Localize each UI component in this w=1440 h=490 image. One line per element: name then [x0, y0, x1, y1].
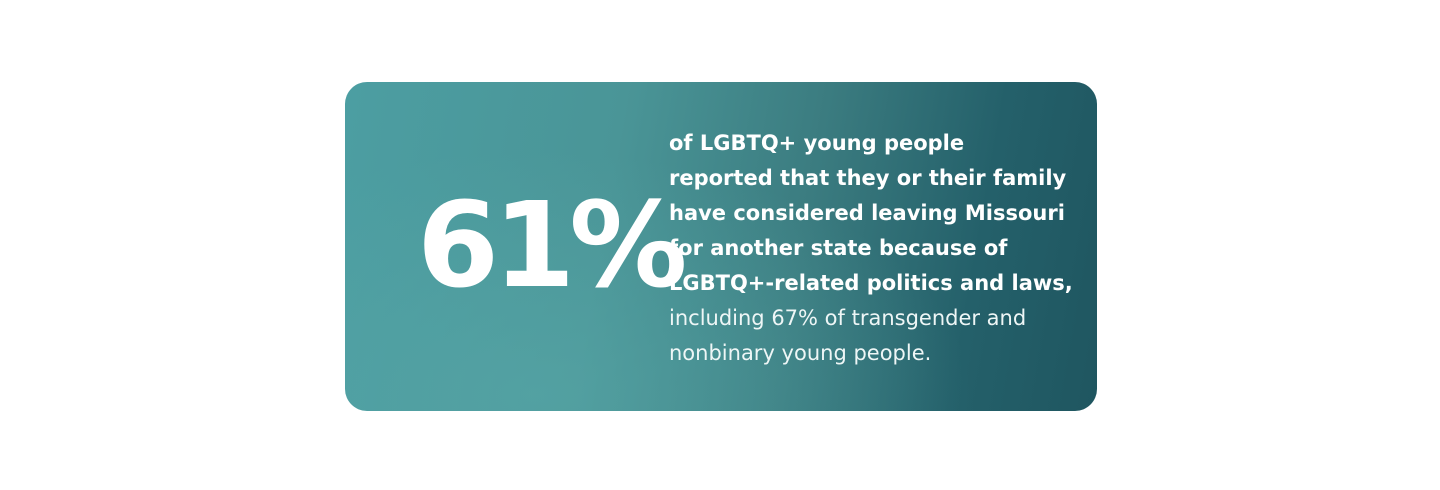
description-line: nonbinary young people. — [669, 341, 932, 365]
stat-description: of LGBTQ+ young people reported that the… — [669, 126, 1089, 371]
description-line: for another state because of — [669, 236, 1008, 260]
stat-card: 61% of LGBTQ+ young people reported that… — [345, 82, 1097, 411]
description-line: have considered leaving Missouri — [669, 201, 1065, 225]
description-line: LGBTQ+-related politics and laws, — [669, 271, 1073, 295]
stat-value: 61% — [417, 176, 687, 314]
description-line: including 67% of transgender and — [669, 306, 1027, 330]
description-line: of LGBTQ+ young people — [669, 131, 965, 155]
description-line: reported that they or their family — [669, 166, 1067, 190]
